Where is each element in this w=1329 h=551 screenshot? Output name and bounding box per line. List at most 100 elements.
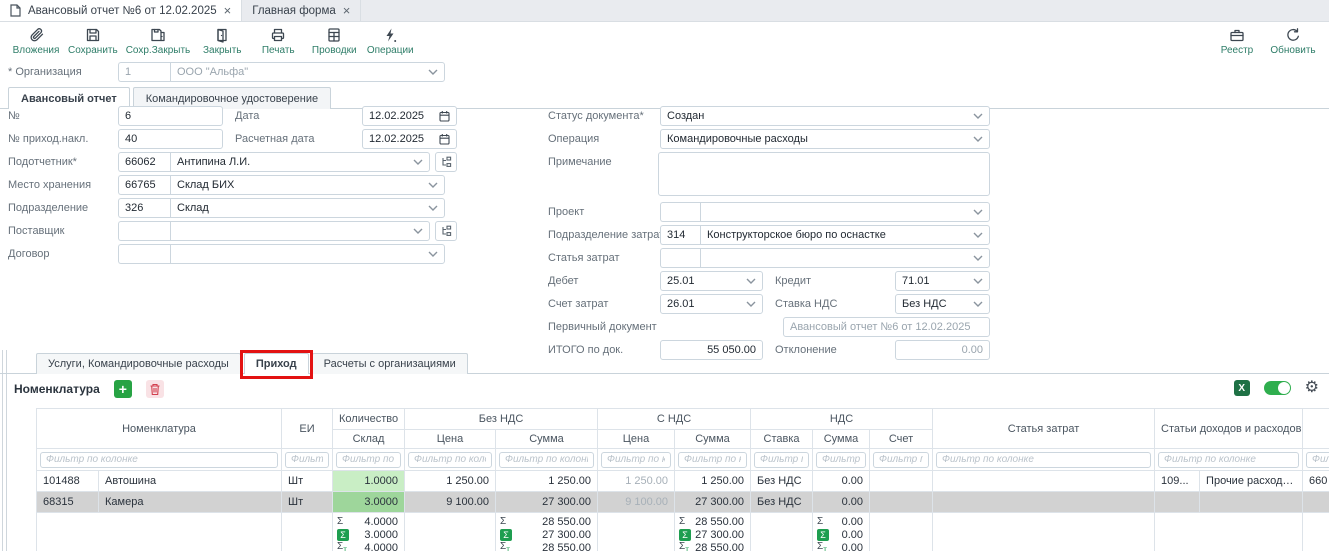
col-price-with-vat[interactable]: Цена	[597, 429, 676, 449]
delete-row-button[interactable]	[145, 380, 164, 398]
gear-icon[interactable]: ⚙	[1304, 379, 1319, 396]
postings-button[interactable]: Проводки	[306, 26, 362, 56]
col-warehouse[interactable]: Склад	[332, 429, 406, 449]
tab-services[interactable]: Услуги, Командировочные расходы	[36, 353, 241, 374]
cost-item-combo[interactable]	[700, 248, 990, 268]
supplier-tree-button[interactable]	[435, 221, 457, 241]
cell-income-name[interactable]	[1199, 491, 1304, 513]
cell-price-with-vat[interactable]: 1 250.00	[597, 470, 676, 492]
excel-export-button[interactable]: X	[1233, 380, 1250, 396]
filter-vat-sum[interactable]	[816, 451, 867, 468]
filter-unit[interactable]	[285, 451, 330, 468]
col-price-no-vat[interactable]: Цена	[404, 429, 497, 449]
col-vat-sum[interactable]: Сумма	[812, 429, 871, 449]
cell-unit[interactable]: Шт	[281, 470, 334, 492]
close-icon[interactable]: ×	[223, 3, 232, 18]
panel-splitter[interactable]	[2, 350, 7, 551]
col-account[interactable]: Счет	[869, 429, 934, 449]
filter-rate[interactable]	[754, 451, 810, 468]
cell-sum-with-vat[interactable]: 27 300.00	[674, 491, 752, 513]
accountable-tree-button[interactable]	[435, 152, 457, 172]
project-code[interactable]	[660, 202, 700, 222]
accountable-combo[interactable]: Антипина Л.И.	[170, 152, 430, 172]
cell-name[interactable]: Автошина	[97, 470, 283, 492]
window-tab-main-form[interactable]: Главная форма ×	[242, 0, 362, 21]
cell-income-name[interactable]: Прочие расходы, дохо...	[1199, 470, 1304, 492]
organization-combo[interactable]: ООО "Альфа"	[170, 62, 445, 82]
add-row-button[interactable]: +	[113, 380, 132, 398]
col-cost-item[interactable]: Статья затрат	[932, 408, 1156, 449]
supplier-combo[interactable]	[170, 221, 430, 241]
vat-rate-combo[interactable]: Без НДС	[895, 294, 990, 314]
cell-sum-no-vat[interactable]: 27 300.00	[495, 491, 599, 513]
window-tab-advance-report[interactable]: Авансовый отчет №6 от 12.02.2025 ×	[0, 0, 243, 21]
department-code[interactable]: 326	[118, 198, 170, 218]
grid-toggle[interactable]	[1263, 381, 1291, 395]
num-input[interactable]	[118, 106, 223, 126]
total-input[interactable]	[660, 340, 763, 360]
tab-advance-report[interactable]: Авансовый отчет	[8, 87, 130, 109]
cell-account[interactable]	[869, 491, 934, 513]
filter-cutoff[interactable]	[1306, 451, 1329, 468]
storage-combo[interactable]: Склад БИХ	[170, 175, 445, 195]
operations-button[interactable]: Операции	[362, 26, 418, 56]
save-button[interactable]: Сохранить	[64, 26, 122, 56]
contract-combo[interactable]	[170, 244, 445, 264]
date-input[interactable]: 12.02.2025	[362, 106, 457, 126]
cell-extra[interactable]: 660	[1302, 470, 1329, 492]
attachments-button[interactable]: Вложения	[8, 26, 64, 56]
operation-combo[interactable]: Командировочные расходы	[660, 129, 990, 149]
cell-rate[interactable]: Без НДС	[750, 470, 814, 492]
storage-code[interactable]: 66765	[118, 175, 170, 195]
print-button[interactable]: Печать	[250, 26, 306, 56]
department-combo[interactable]: Склад	[170, 198, 445, 218]
cell-cost-item[interactable]	[932, 470, 1156, 492]
cost-item-code[interactable]	[660, 248, 700, 268]
note-textarea[interactable]	[658, 152, 990, 196]
save-close-button[interactable]: Сохр.Закрыть	[122, 26, 195, 56]
cell-cost-item[interactable]	[932, 491, 1156, 513]
filter-nomenclature[interactable]	[40, 451, 279, 468]
cell-account[interactable]	[869, 470, 934, 492]
cost-department-combo[interactable]: Конструкторское бюро по оснастке	[700, 225, 990, 245]
debit-combo[interactable]: 25.01	[660, 271, 763, 291]
tab-settlements[interactable]: Расчеты с организациями	[311, 353, 468, 374]
cell-price-no-vat[interactable]: 9 100.00	[404, 491, 497, 513]
cell-vat-sum[interactable]: 0.00	[812, 470, 871, 492]
col-cutoff[interactable]	[1302, 408, 1329, 449]
filter-price-no-vat[interactable]	[408, 451, 493, 468]
cell-extra[interactable]	[1302, 491, 1329, 513]
cell-name[interactable]: Камера	[97, 491, 283, 513]
filter-account[interactable]	[873, 451, 930, 468]
cost-account-combo[interactable]: 26.01	[660, 294, 763, 314]
receipt-num-input[interactable]	[118, 129, 223, 149]
col-rate[interactable]: Ставка	[750, 429, 814, 449]
filter-income-items[interactable]	[1158, 451, 1300, 468]
calc-date-input[interactable]: 12.02.2025	[362, 129, 457, 149]
cell-sum-no-vat[interactable]: 1 250.00	[495, 470, 599, 492]
registry-button[interactable]: Реестр	[1209, 26, 1265, 56]
supplier-code[interactable]	[118, 221, 170, 241]
close-icon[interactable]: ×	[342, 3, 351, 18]
tab-travel-certificate[interactable]: Командировочное удостоверение	[132, 87, 332, 109]
cell-income-code[interactable]	[1154, 491, 1201, 513]
col-nomenclature[interactable]: Номенклатура	[36, 408, 283, 449]
cost-department-code[interactable]: 314	[660, 225, 700, 245]
filter-price-with-vat[interactable]	[601, 451, 672, 468]
filter-warehouse[interactable]	[336, 451, 402, 468]
filter-sum-no-vat[interactable]	[499, 451, 595, 468]
cell-qty[interactable]: 1.0000	[332, 470, 406, 492]
cell-unit[interactable]: Шт	[281, 491, 334, 513]
tab-income[interactable]: Приход	[239, 350, 313, 379]
table-row[interactable]: 101488 Автошина Шт 1.0000 1 250.00 1 250…	[36, 470, 1329, 492]
cell-code[interactable]: 68315	[36, 491, 99, 513]
table-row-selected[interactable]: 68315 Камера Шт 3.0000 9 100.00 27 300.0…	[36, 491, 1329, 513]
filter-sum-with-vat[interactable]	[678, 451, 748, 468]
cell-code[interactable]: 101488	[36, 470, 99, 492]
col-sum-with-vat[interactable]: Сумма	[674, 429, 752, 449]
filter-cost-item[interactable]	[936, 451, 1152, 468]
col-income-items[interactable]: Статьи доходов и расходов	[1154, 408, 1304, 449]
accountable-code[interactable]: 66062	[118, 152, 170, 172]
cell-income-code[interactable]: 109...	[1154, 470, 1201, 492]
cell-sum-with-vat[interactable]: 1 250.00	[674, 470, 752, 492]
